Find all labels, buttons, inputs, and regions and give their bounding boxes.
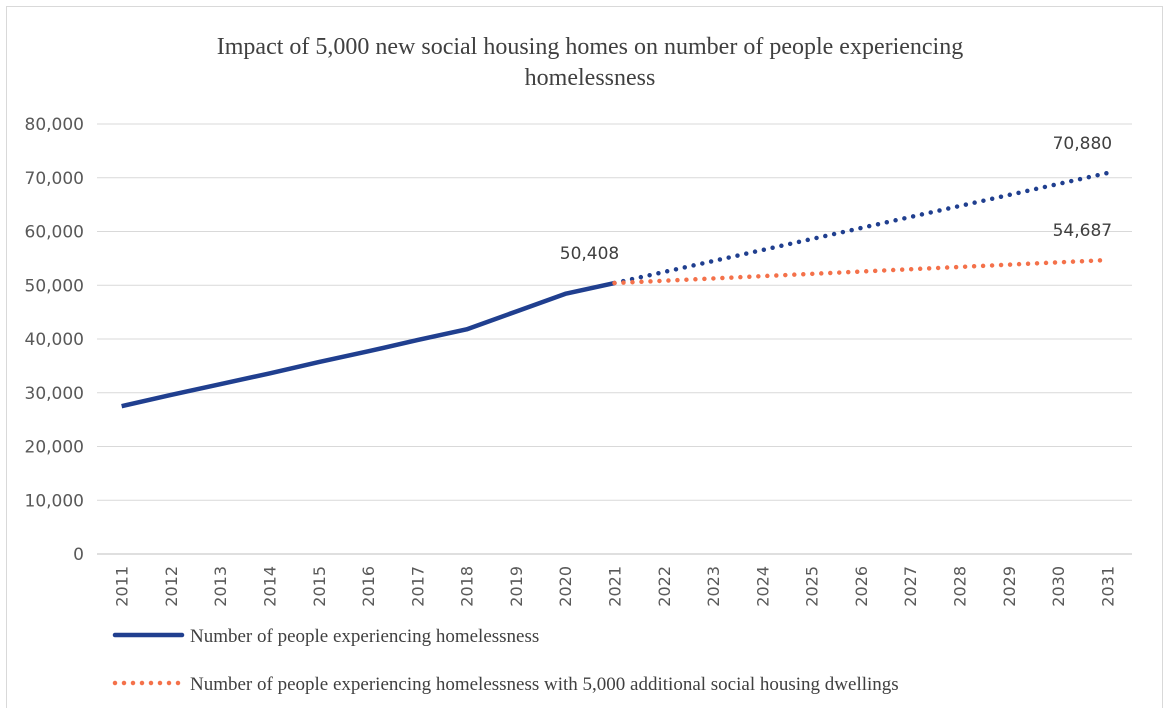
legend-label: Number of people experiencing homelessne… (190, 674, 899, 695)
x-tick-label: 2030 (1049, 566, 1068, 607)
data-label: 54,687 (1053, 221, 1112, 241)
x-tick-label: 2014 (261, 566, 280, 607)
y-tick-label: 80,000 (25, 115, 84, 135)
x-tick-label: 2025 (803, 566, 822, 607)
x-tick-label: 2026 (852, 566, 871, 607)
legend: Number of people experiencing homelessne… (112, 626, 899, 695)
x-tick-label: 2020 (556, 566, 575, 607)
chart-frame (6, 6, 1163, 708)
y-tick-label: 70,000 (25, 169, 84, 189)
gridlines (97, 123, 1132, 555)
x-tick-label: 2018 (458, 566, 477, 607)
x-tick-label: 2012 (162, 566, 181, 607)
x-tick-label: 2029 (1000, 566, 1019, 607)
x-tick-label: 2031 (1098, 566, 1117, 607)
x-tick-label: 2027 (901, 566, 920, 607)
y-tick-label: 60,000 (25, 223, 84, 243)
y-tick-label: 40,000 (25, 330, 84, 350)
y-tick-label: 30,000 (25, 384, 84, 404)
x-tick-label: 2016 (359, 566, 378, 607)
data-labels: 50,408 70,880 54,687 (560, 134, 1112, 264)
y-tick-label: 0 (73, 545, 84, 565)
x-tick-label: 2024 (753, 566, 772, 607)
series-line-with-social-housing (612, 257, 1110, 286)
y-tick-label: 50,000 (25, 276, 84, 296)
series-lines (121, 170, 1110, 409)
y-tick-label: 10,000 (25, 491, 84, 511)
chart-title: Impact of 5,000 new social housing homes… (216, 34, 964, 91)
y-axis-ticks: 0 10,000 20,000 30,000 40,000 50,000 60,000 70,… (25, 115, 84, 565)
y-tick-label: 20,000 (25, 438, 84, 458)
x-tick-label: 2015 (310, 566, 329, 607)
x-tick-label: 2022 (655, 566, 674, 607)
series-line-homelessness-projection (612, 170, 1110, 286)
data-label: 50,408 (560, 244, 619, 264)
x-tick-label: 2019 (507, 566, 526, 607)
x-tick-label: 2013 (211, 566, 230, 607)
x-axis-ticks: 2011 2012 2013 2014 2015 2016 2017 2018 2019 2020… (113, 566, 1118, 607)
x-tick-label: 2017 (408, 566, 427, 607)
series-line-homelessness-solid (121, 280, 615, 409)
x-tick-label: 2028 (951, 566, 970, 607)
x-tick-label: 2011 (113, 566, 132, 607)
x-tick-label: 2023 (704, 566, 723, 607)
legend-label: Number of people experiencing homelessne… (190, 626, 539, 647)
x-tick-label: 2021 (606, 566, 625, 607)
data-label: 70,880 (1053, 134, 1112, 154)
